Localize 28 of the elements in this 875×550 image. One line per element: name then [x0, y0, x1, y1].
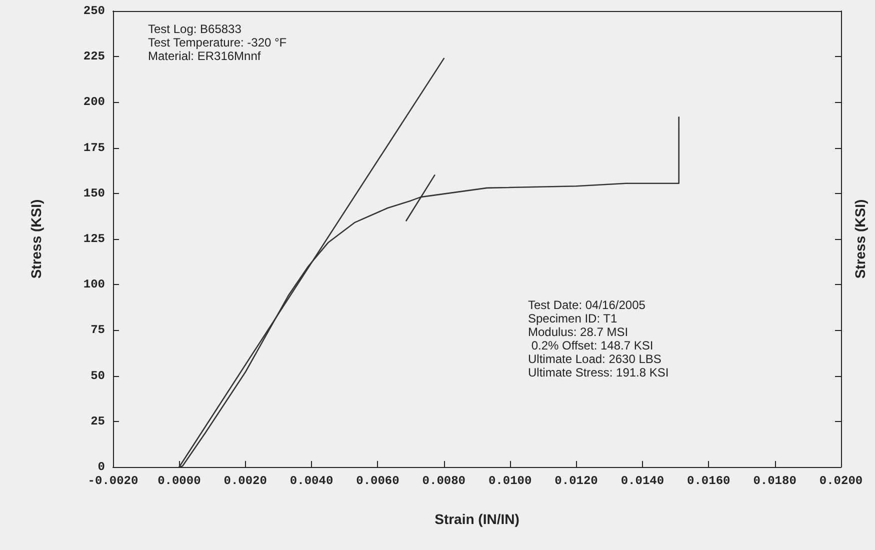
y-tick-label: 175 [83, 140, 105, 155]
y-tick-label: 25 [90, 414, 105, 428]
y-tick-label: 100 [83, 278, 105, 292]
x-tick-label: 0.0060 [356, 474, 400, 488]
y-axis-title: Stress (KSI) [28, 199, 44, 279]
x-tick-label: 0.0120 [554, 474, 598, 488]
y2-axis-title: Stress (KSI) [852, 199, 868, 279]
y-tick-label: 200 [83, 95, 105, 110]
y-tick-label: 50 [90, 368, 105, 383]
annotation: Test Log: B65833 Test Temperature: -320 °F Material: ER316Mnnf [148, 22, 287, 63]
y-tick-label: 75 [90, 323, 105, 338]
x-tick-label: 0.0180 [753, 474, 796, 488]
x-tick-label: 0.0100 [488, 474, 532, 488]
x-tick-label: -0.0020 [88, 474, 138, 488]
y-tick-label: 0 [98, 460, 105, 474]
y-tick-label: 150 [83, 186, 105, 200]
annotation: Test Date: 04/16/2005 Specimen ID: T1 Modulus: 28.7 MSI 0.2% Offset: 148.7 KSI Ultimate Load: 2630 LBS Ultimate Stress: 191.8 KSI [528, 298, 669, 380]
x-tick-label: 0.0080 [422, 474, 466, 488]
x-tick-label: 0.0020 [224, 474, 267, 488]
x-tick-label: 0.0000 [158, 474, 201, 488]
x-tick-label: 0.0160 [687, 474, 730, 488]
x-tick-label: 0.0140 [620, 474, 664, 488]
x-tick-label: 0.0040 [290, 474, 334, 488]
y-tick-label: 250 [83, 4, 105, 18]
x-tick-label: 0.0200 [819, 474, 863, 488]
y-tick-label: 225 [83, 50, 105, 64]
x-axis-title: Strain (IN/IN) [434, 511, 520, 527]
y-tick-label: 125 [83, 232, 105, 246]
